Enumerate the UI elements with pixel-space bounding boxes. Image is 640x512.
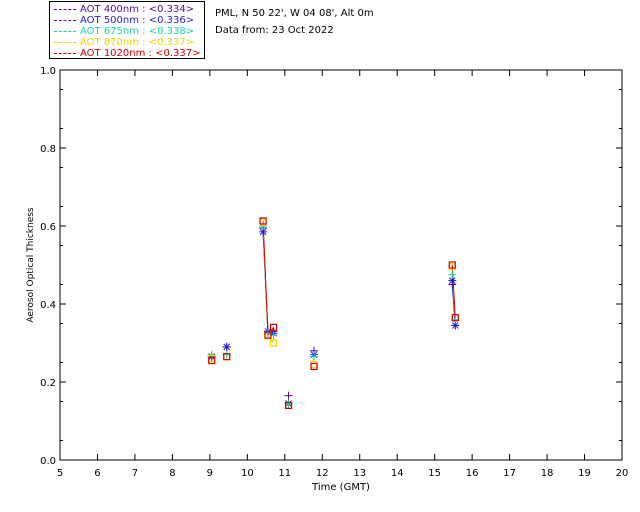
x-tick-label: 14 — [391, 468, 404, 479]
legend-swatch — [54, 42, 76, 43]
series-line — [262, 220, 269, 336]
y-tick-label: 0.8 — [40, 144, 56, 155]
x-tick-label: 20 — [616, 468, 629, 479]
x-tick-label: 6 — [94, 468, 100, 479]
data-point-square — [269, 339, 278, 347]
date-info: Data from: 23 Oct 2022 — [215, 25, 334, 36]
legend-label: AOT 1020nm : <0.337> — [80, 48, 201, 59]
y-tick-label: 0.2 — [40, 378, 56, 389]
data-point-square — [259, 217, 267, 225]
legend-swatch — [54, 20, 76, 21]
legend: AOT 400nm : <0.334> AOT 500nm : <0.336> AO… — [49, 1, 205, 59]
data-point-square — [310, 360, 318, 369]
data-point-square — [284, 401, 293, 409]
x-tick-label: 19 — [578, 468, 591, 479]
data-point-square — [264, 331, 272, 339]
x-tick-label: 11 — [278, 468, 291, 479]
data-point-square — [451, 314, 459, 322]
x-tick-label: 13 — [353, 468, 366, 479]
legend-swatch — [54, 31, 76, 32]
legend-label: AOT 400nm : <0.334> — [80, 4, 195, 15]
x-tick-label: 9 — [207, 468, 213, 479]
data-point-asterisk-d2 — [259, 228, 267, 236]
x-tick-label: 5 — [57, 468, 63, 479]
x-tick-label: 15 — [428, 468, 441, 479]
legend-swatch — [54, 53, 76, 54]
y-tick-label: 0.4 — [40, 300, 56, 311]
legend-swatch — [54, 9, 76, 10]
data-point-asterisk-d2 — [223, 343, 231, 351]
x-tick-label: 10 — [241, 468, 254, 479]
y-tick-label: 0.0 — [40, 456, 56, 467]
y-axis-label: Aerosol Optical Thickness — [26, 207, 36, 323]
x-tick-label: 17 — [503, 468, 516, 479]
x-tick-label: 7 — [132, 468, 138, 479]
data-point-square — [448, 261, 456, 269]
y-tick-label: 1.0 — [40, 66, 56, 77]
data-point-asterisk-d2 — [448, 277, 456, 284]
x-tick-label: 16 — [466, 468, 479, 479]
data-point-square — [269, 323, 278, 331]
data-point-square — [310, 362, 318, 370]
site-info: PML, N 50 22', W 04 08', Alt 0m — [215, 8, 374, 19]
plot-frame — [59, 69, 623, 461]
x-tick-label: 8 — [169, 468, 175, 479]
x-axis-label: Time (GMT) — [311, 482, 370, 493]
x-tick-label: 12 — [316, 468, 329, 479]
data-point-asterisk-d2 — [451, 322, 459, 329]
x-tick-label: 18 — [541, 468, 554, 479]
y-tick-label: 0.6 — [40, 222, 56, 233]
data-point-square — [223, 353, 231, 361]
legend-label: AOT 870nm : <0.337> — [80, 37, 195, 48]
legend-label: AOT 500nm : <0.336> — [80, 15, 195, 26]
legend-label: AOT 675nm : <0.338> — [80, 26, 195, 37]
data-point-square — [208, 356, 216, 365]
series-line — [267, 334, 274, 344]
